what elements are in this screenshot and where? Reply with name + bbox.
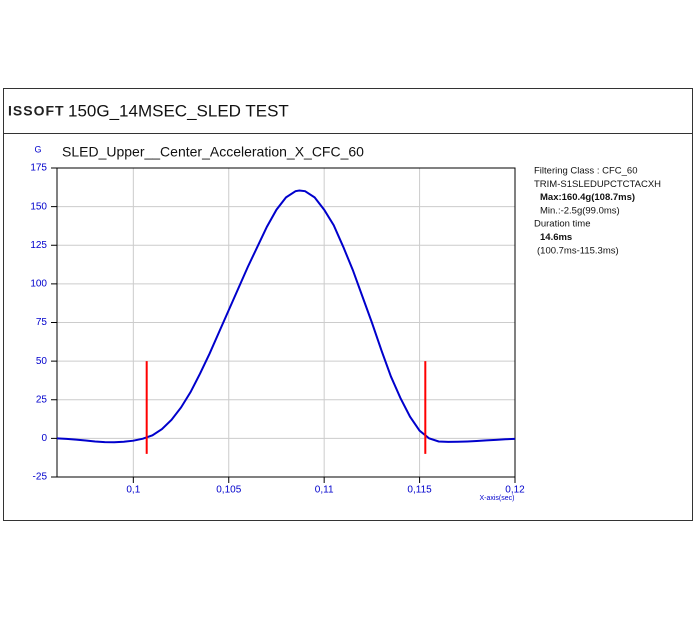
logo: ISSOFT — [8, 103, 65, 119]
y-axis-label: G — [34, 144, 41, 154]
y-tick-label: 100 — [30, 279, 47, 290]
annotation: (100.7ms-115.3ms) — [537, 245, 619, 256]
x-axis-label: X-axis(sec) — [479, 495, 514, 502]
x-tick-label: 0,1 — [126, 485, 140, 496]
y-tick-label: 50 — [36, 356, 48, 367]
chart-title: SLED_Upper__Center_Acceleration_X_CFC_60 — [62, 144, 364, 160]
annotation: Duration time — [534, 219, 591, 230]
annotation: Min.:-2.5g(99.0ms) — [540, 205, 620, 216]
x-tick-label: 0,12 — [505, 485, 525, 496]
y-tick-label: 175 — [30, 163, 47, 174]
annotation: Max:160.4g(108.7ms) — [540, 192, 635, 203]
report-title: 150G_14MSEC_SLED TEST — [68, 101, 289, 120]
y-tick-label: 25 — [36, 394, 48, 405]
x-tick-label: 0,11 — [315, 485, 334, 496]
x-tick-label: 0,105 — [216, 485, 241, 496]
data-line — [56, 189, 516, 444]
annotation: 14.6ms — [540, 232, 572, 243]
y-tick-label: 75 — [36, 317, 48, 328]
annotation: TRIM-S1SLEDUPCTCTACXH — [534, 179, 661, 190]
y-tick-label: -25 — [33, 472, 48, 483]
annotation: Filtering Class : CFC_60 — [534, 166, 637, 177]
plot-area — [56, 167, 516, 478]
x-tick-label: 0,115 — [407, 485, 432, 496]
y-tick-label: 150 — [30, 201, 47, 212]
y-tick-label: 125 — [30, 240, 47, 251]
frame — [3, 88, 693, 521]
y-tick-label: 0 — [41, 433, 47, 444]
